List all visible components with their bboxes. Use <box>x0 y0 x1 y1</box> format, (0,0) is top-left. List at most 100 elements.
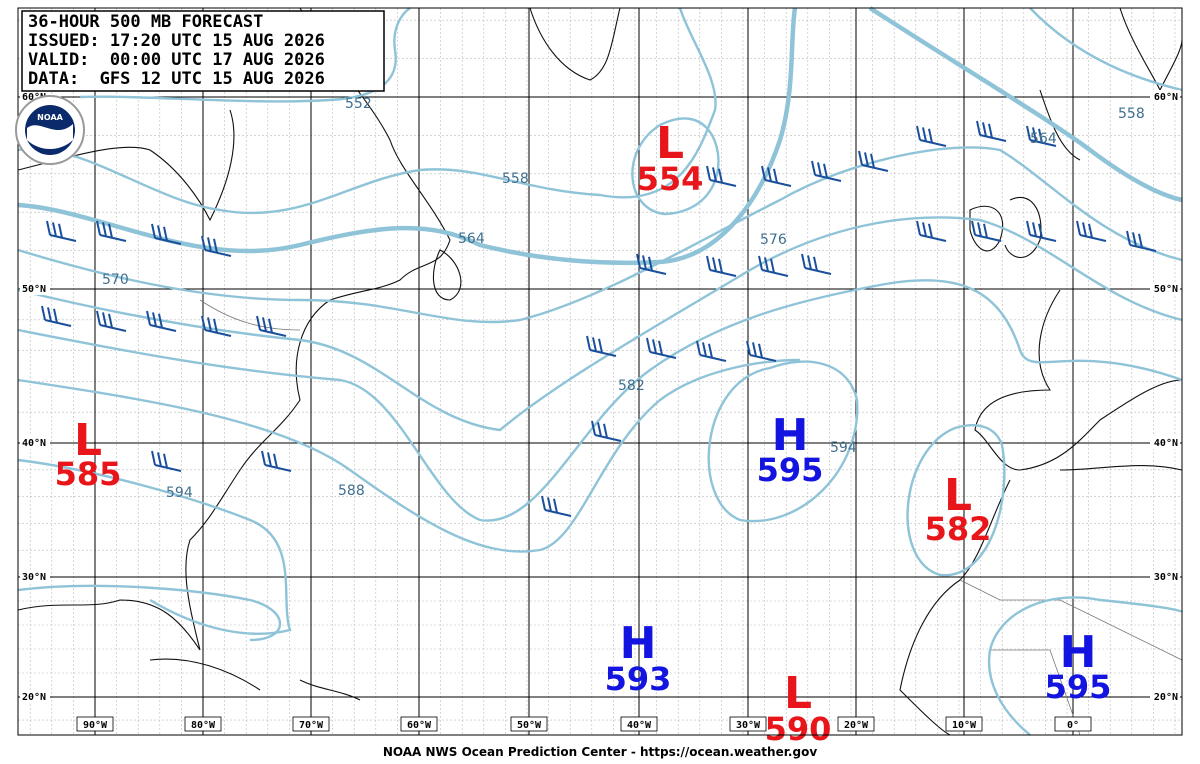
contour <box>17 7 798 266</box>
barb-feather <box>592 337 597 352</box>
barb-feather <box>1026 220 1031 236</box>
barb-feather <box>746 340 751 356</box>
barb-feather <box>41 305 46 321</box>
barb-feather <box>1132 232 1137 247</box>
contour-label: 564 <box>1030 131 1057 147</box>
barb-shaft <box>264 464 292 472</box>
contour <box>868 6 1183 203</box>
barb-feather <box>858 150 863 166</box>
barb-feather <box>163 226 168 242</box>
barb-shaft <box>99 234 127 242</box>
barb-shaft <box>699 354 727 362</box>
wind-barb <box>201 315 232 337</box>
center-letter: L <box>656 118 684 169</box>
barb-feather <box>1032 222 1037 237</box>
wind-barb <box>858 150 889 172</box>
barb-feather <box>603 423 608 439</box>
barb-feather <box>553 498 558 514</box>
label-box <box>1150 570 1180 583</box>
barb-shaft <box>154 464 182 472</box>
wind-barb <box>916 125 947 147</box>
barb-feather <box>1076 220 1081 236</box>
barb-feather <box>764 257 769 272</box>
barb-feather <box>696 340 701 356</box>
center-value: 582 <box>925 510 992 548</box>
contour <box>17 7 717 215</box>
header-line: ISSUED: 17:20 UTC 15 AUG 2026 <box>28 31 325 51</box>
label-box <box>620 716 658 732</box>
wind-barb <box>811 160 842 182</box>
barb-feather <box>1026 125 1031 141</box>
barb-feather <box>916 220 921 236</box>
barb-feather <box>52 222 57 237</box>
barb-feather <box>47 307 52 322</box>
header-line: 36-HOUR 500 MB FORECAST <box>28 12 263 32</box>
barb-shaft <box>709 179 737 187</box>
longitude-label: 60°W <box>407 720 432 731</box>
barb-feather <box>870 153 875 169</box>
coastlines <box>17 7 1183 736</box>
border <box>199 299 1183 736</box>
barb-feather <box>213 318 218 334</box>
label-box <box>20 570 50 583</box>
wind-barb <box>761 165 792 187</box>
barb-shaft <box>861 164 889 172</box>
barb-shaft <box>259 329 287 337</box>
latitude-label: 30°N <box>1154 572 1178 583</box>
barb-feather <box>928 223 933 239</box>
label-box <box>292 716 330 732</box>
barb-feather <box>718 168 723 184</box>
barb-shaft <box>764 179 792 187</box>
contour <box>17 584 281 642</box>
contour-label: 564 <box>458 231 485 247</box>
barb-feather <box>712 167 717 182</box>
wind-barb <box>1026 125 1057 147</box>
wind-barb <box>586 335 617 357</box>
barb-shaft <box>974 234 1002 242</box>
barb-shaft <box>709 269 737 277</box>
wind-barb <box>146 310 177 332</box>
barb-feather <box>823 163 828 179</box>
wind-barb <box>151 450 182 472</box>
contour-label: 594 <box>166 485 193 501</box>
latitude-label: 60°N <box>1154 92 1178 103</box>
contour <box>631 117 720 216</box>
label-box <box>1054 716 1092 732</box>
barb-shaft <box>1129 244 1157 252</box>
barb-feather <box>1126 230 1131 246</box>
contour <box>707 360 859 523</box>
barb-feather <box>706 255 711 271</box>
wind-barb <box>41 305 72 327</box>
barb-shaft <box>639 267 667 275</box>
contour <box>17 146 1183 324</box>
barb-feather <box>916 125 921 141</box>
coastline <box>17 109 235 222</box>
barb-feather <box>1088 223 1093 239</box>
contour-label: 588 <box>338 483 365 499</box>
label-box <box>729 716 767 732</box>
wind-barb <box>256 315 287 337</box>
label-box <box>837 716 875 732</box>
barb-feather <box>213 238 218 254</box>
barb-feather <box>1038 128 1043 144</box>
barb-feather <box>207 237 212 252</box>
center-letter: H <box>772 410 809 461</box>
barb-shaft <box>204 249 232 257</box>
barb-feather <box>758 343 763 359</box>
barb-feather <box>982 122 987 137</box>
barb-feather <box>58 223 63 239</box>
footer: NOAA NWS Ocean Prediction Center - https… <box>383 745 817 759</box>
barb-feather <box>864 152 869 167</box>
barb-shaft <box>154 237 182 245</box>
barb-feather <box>1032 127 1037 142</box>
label-box <box>20 690 50 703</box>
barb-feather <box>646 337 651 353</box>
logo-gull <box>27 124 73 149</box>
latitude-label: 20°N <box>1154 692 1178 703</box>
label-box <box>1150 282 1180 295</box>
center-letter: L <box>944 470 972 521</box>
barb-feather <box>151 450 156 466</box>
barb-feather <box>977 222 982 237</box>
wind-barb <box>1126 230 1157 252</box>
